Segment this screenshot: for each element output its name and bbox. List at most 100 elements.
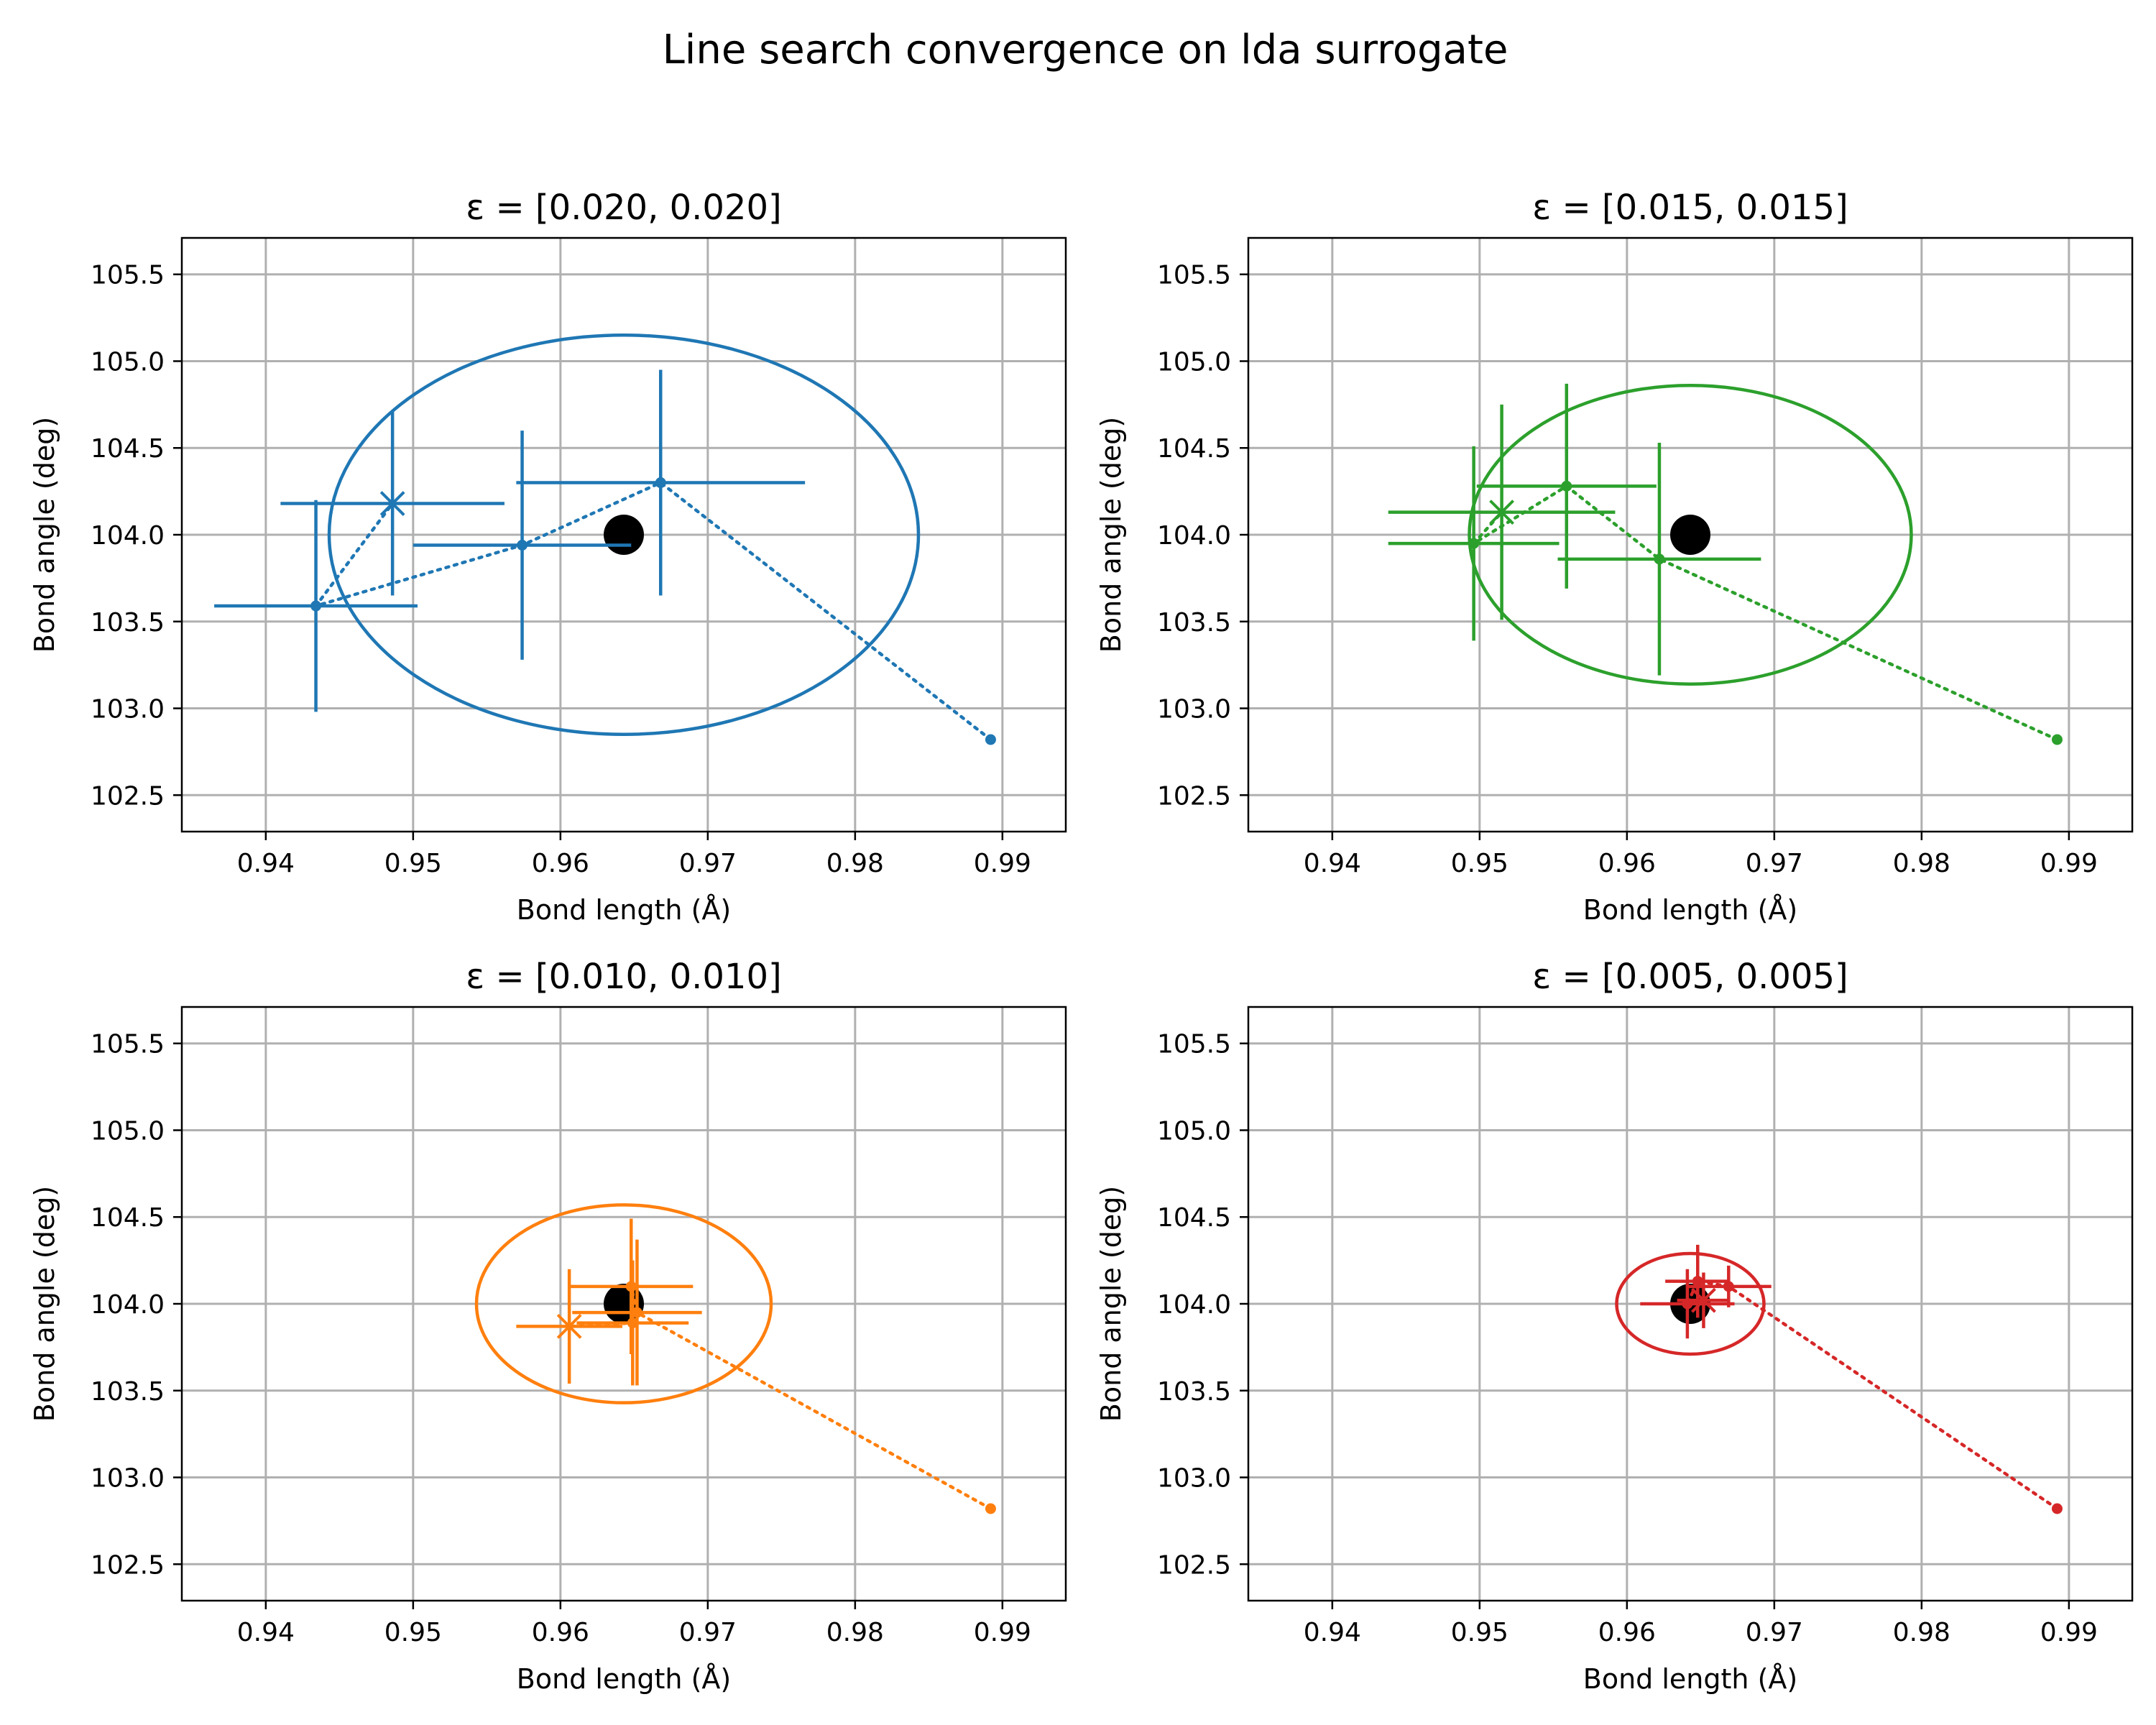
y-axis-label: Bond angle (deg) bbox=[29, 417, 60, 653]
y-tick-label: 102.5 bbox=[1157, 781, 1231, 811]
x-tick-label: 0.95 bbox=[1451, 849, 1508, 878]
data-point bbox=[1561, 480, 1572, 492]
y-tick-label: 104.5 bbox=[91, 1203, 165, 1233]
data-layer bbox=[1388, 383, 2063, 745]
target-marker bbox=[1670, 515, 1710, 555]
x-axis-label: Bond length (Å) bbox=[1583, 1663, 1797, 1695]
y-tick-label: 105.0 bbox=[1157, 1116, 1231, 1146]
data-point bbox=[1654, 553, 1665, 565]
target-marker bbox=[604, 515, 644, 555]
x-axis-label: Bond length (Å) bbox=[517, 894, 731, 926]
y-tick-label: 103.0 bbox=[91, 1464, 165, 1494]
x-tick-label: 0.96 bbox=[532, 849, 589, 878]
x-tick-label: 0.97 bbox=[679, 1618, 737, 1647]
y-tick-label: 102.5 bbox=[1157, 1550, 1231, 1580]
y-tick-label: 104.0 bbox=[1157, 521, 1231, 551]
data-layer bbox=[474, 1203, 996, 1514]
subplot-title: ε = [0.010, 0.010] bbox=[466, 957, 781, 997]
start-point bbox=[985, 1503, 996, 1514]
y-tick-label: 105.5 bbox=[1157, 1030, 1231, 1059]
figure-title: Line search convergence on lda surrogate bbox=[663, 27, 1508, 73]
y-tick-label: 104.5 bbox=[1157, 1203, 1231, 1233]
x-tick-label: 0.96 bbox=[1598, 1618, 1656, 1647]
data-point bbox=[631, 1307, 642, 1318]
subplots-group: 0.94 0.95 0.96 0.97 0.98 0.99 102.5 103.0 103.5 1… bbox=[29, 188, 2134, 1695]
final-point-marker bbox=[1489, 500, 1515, 525]
x-tick-label: 0.99 bbox=[974, 1618, 1031, 1647]
y-tick-label: 105.5 bbox=[91, 1030, 165, 1059]
start-point bbox=[2051, 734, 2063, 745]
x-tick-label: 0.98 bbox=[1893, 1618, 1950, 1647]
x-tick-label: 0.95 bbox=[384, 849, 442, 878]
x-tick-label: 0.97 bbox=[679, 849, 737, 878]
data-point bbox=[1692, 1276, 1703, 1287]
x-tick-label: 0.95 bbox=[1451, 1618, 1508, 1647]
y-tick-label: 104.0 bbox=[1157, 1290, 1231, 1320]
y-tick-label: 102.5 bbox=[91, 781, 165, 811]
x-tick-label: 0.97 bbox=[1746, 849, 1803, 878]
y-tick-label: 103.0 bbox=[1157, 1464, 1231, 1494]
x-tick-label: 0.99 bbox=[2040, 1618, 2098, 1647]
y-tick-label: 103.5 bbox=[1157, 608, 1231, 638]
search-path bbox=[311, 480, 992, 742]
tolerance-ellipse bbox=[474, 1203, 773, 1404]
data-layer bbox=[1615, 1244, 2063, 1514]
subplot-title: ε = [0.005, 0.005] bbox=[1532, 957, 1848, 997]
final-point-marker bbox=[1691, 1287, 1716, 1313]
y-tick-label: 104.0 bbox=[91, 521, 165, 551]
y-axis-label: Bond angle (deg) bbox=[1095, 417, 1127, 653]
search-path bbox=[1472, 484, 2059, 742]
search-path bbox=[1684, 1279, 2059, 1511]
x-tick-label: 0.97 bbox=[1746, 1618, 1803, 1647]
x-tick-label: 0.94 bbox=[237, 1618, 295, 1647]
x-tick-label: 0.99 bbox=[974, 849, 1031, 878]
y-tick-label: 103.0 bbox=[1157, 695, 1231, 724]
tolerance-ellipse bbox=[1615, 1251, 1766, 1356]
x-tick-label: 0.94 bbox=[1304, 1618, 1361, 1647]
tolerance-ellipse bbox=[1468, 384, 1913, 686]
data-point bbox=[627, 1317, 638, 1329]
y-tick-label: 103.5 bbox=[91, 1377, 165, 1407]
x-axis-label: Bond length (Å) bbox=[1583, 894, 1797, 926]
y-tick-label: 105.0 bbox=[1157, 347, 1231, 377]
y-tick-label: 103.5 bbox=[91, 608, 165, 638]
x-tick-label: 0.95 bbox=[384, 1618, 442, 1647]
x-tick-label: 0.94 bbox=[237, 849, 295, 878]
x-tick-label: 0.99 bbox=[2040, 849, 2098, 878]
data-point bbox=[1723, 1281, 1734, 1292]
y-tick-label: 103.5 bbox=[1157, 1377, 1231, 1407]
x-tick-label: 0.98 bbox=[826, 1618, 884, 1647]
x-tick-label: 0.98 bbox=[1893, 849, 1950, 878]
data-point bbox=[517, 539, 528, 551]
y-tick-label: 103.0 bbox=[91, 695, 165, 724]
x-tick-label: 0.96 bbox=[1598, 849, 1656, 878]
x-tick-label: 0.96 bbox=[532, 1618, 589, 1647]
data-point bbox=[1468, 538, 1480, 549]
subplot-title: ε = [0.020, 0.020] bbox=[466, 188, 781, 228]
data-point bbox=[310, 600, 322, 612]
y-axis-label: Bond angle (deg) bbox=[1095, 1186, 1127, 1422]
final-point-marker bbox=[556, 1313, 582, 1339]
tolerance-ellipse bbox=[327, 334, 921, 736]
y-tick-label: 105.0 bbox=[91, 347, 165, 377]
x-axis-label: Bond length (Å) bbox=[517, 1663, 731, 1695]
subplot-1: 0.94 0.95 0.96 0.97 0.98 0.99 102.5 103.0 103.5 1… bbox=[29, 188, 1067, 926]
y-tick-label: 105.0 bbox=[91, 1116, 165, 1146]
y-tick-label: 105.5 bbox=[91, 261, 165, 290]
start-point bbox=[985, 734, 996, 745]
subplot-title: ε = [0.015, 0.015] bbox=[1532, 188, 1848, 228]
final-point-marker bbox=[379, 491, 405, 516]
data-layer bbox=[214, 334, 996, 745]
subplot-4: 0.94 0.95 0.96 0.97 0.98 0.99 102.5 103.0 103.5 1… bbox=[1095, 957, 2134, 1695]
y-tick-label: 104.5 bbox=[1157, 434, 1231, 464]
data-point bbox=[655, 477, 666, 489]
y-tick-label: 105.5 bbox=[1157, 261, 1231, 290]
x-tick-label: 0.98 bbox=[826, 849, 884, 878]
subplot-2: 0.94 0.95 0.96 0.97 0.98 0.99 102.5 103.0 103.5 1… bbox=[1095, 188, 2134, 926]
y-axis-label: Bond angle (deg) bbox=[29, 1186, 60, 1422]
y-tick-label: 104.5 bbox=[91, 434, 165, 464]
y-tick-label: 104.0 bbox=[91, 1290, 165, 1320]
start-point bbox=[2051, 1503, 2063, 1514]
y-tick-label: 102.5 bbox=[91, 1550, 165, 1580]
